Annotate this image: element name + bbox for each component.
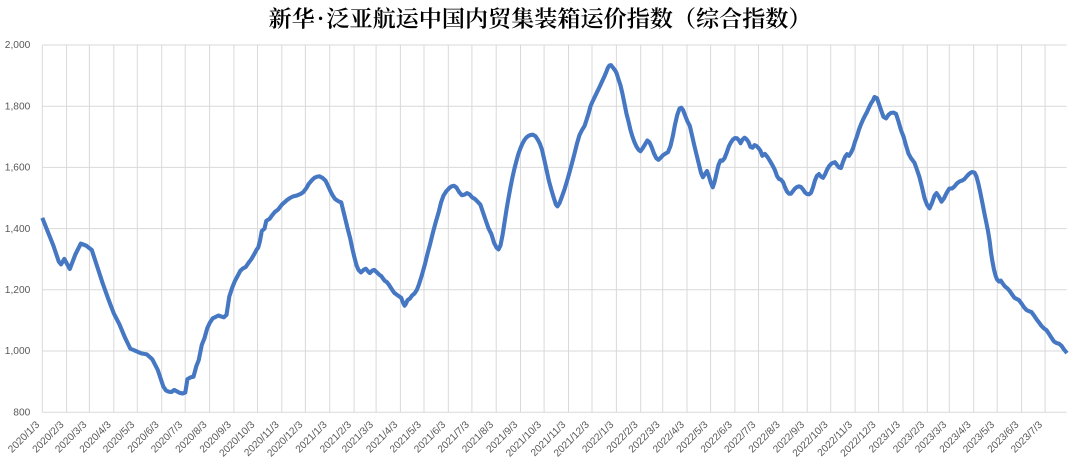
svg-text:1,600: 1,600 — [5, 163, 31, 174]
svg-text:1,200: 1,200 — [5, 285, 31, 296]
svg-text:800: 800 — [13, 407, 30, 418]
svg-text:2,000: 2,000 — [5, 40, 31, 51]
svg-text:1,800: 1,800 — [5, 101, 31, 112]
svg-text:1,000: 1,000 — [5, 346, 31, 357]
svg-text:1,400: 1,400 — [5, 224, 31, 235]
